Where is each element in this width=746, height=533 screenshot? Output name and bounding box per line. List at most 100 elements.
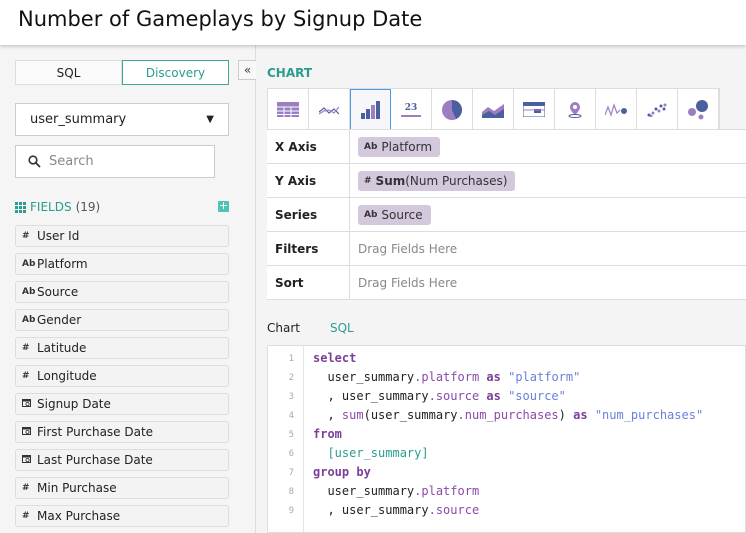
- field-label: Source: [37, 285, 79, 299]
- field-label: User Id: [37, 229, 80, 243]
- field-label: Latitude: [37, 341, 87, 355]
- x-axis-drop[interactable]: Ab Platform: [350, 130, 746, 163]
- calendar-icon: [22, 398, 32, 410]
- bubble-icon: [688, 99, 708, 119]
- field-item[interactable]: # Longitude: [15, 365, 229, 387]
- code-token: "source": [508, 389, 566, 403]
- code-token: [user_summary]: [313, 446, 429, 460]
- series-pill[interactable]: Ab Source: [358, 204, 431, 225]
- number-icon: 23: [404, 102, 418, 113]
- text-type-icon: Ab: [364, 209, 378, 220]
- main-panel: CHART 23 X Axis Ab Platform Y Axis # Sum(Num…: [256, 45, 746, 533]
- code-token: as: [479, 370, 509, 384]
- code-line: [user_summary]: [313, 446, 429, 460]
- sort-drop[interactable]: Drag Fields Here: [358, 275, 458, 290]
- chart-type-bubble[interactable]: [678, 89, 719, 130]
- code-token: sum: [341, 408, 364, 422]
- chart-type-area[interactable]: [473, 89, 514, 130]
- x-axis-pill[interactable]: Ab Platform: [358, 136, 441, 157]
- series-field: Source: [381, 207, 423, 222]
- code-token: ,: [313, 408, 342, 422]
- number-type-icon: #: [22, 343, 30, 353]
- series-label: Series: [267, 198, 350, 231]
- y-axis-drop[interactable]: # Sum(Num Purchases): [350, 164, 746, 197]
- series-drop[interactable]: Ab Source: [350, 198, 746, 231]
- tab-sql-view[interactable]: SQL: [329, 321, 354, 335]
- series-row: Series Ab Source: [267, 198, 746, 232]
- field-label: Longitude: [37, 369, 97, 383]
- grid-icon: [15, 201, 26, 213]
- chart-type-pivot[interactable]: [514, 89, 555, 130]
- line-number: 4: [288, 411, 294, 421]
- text-type-icon: Ab: [22, 287, 36, 297]
- field-item[interactable]: Last Purchase Date: [15, 449, 229, 471]
- calendar-icon: [22, 454, 32, 466]
- sort-row: Sort Drag Fields Here: [267, 266, 746, 300]
- field-label: First Purchase Date: [37, 425, 154, 439]
- number-type-icon: #: [22, 483, 30, 493]
- chart-type-map[interactable]: [555, 89, 596, 130]
- code-token: (user_summary: [363, 408, 458, 422]
- code-token: as: [565, 408, 595, 422]
- code-line: , sum(user_summary.num_purchases) as "nu…: [313, 408, 703, 422]
- text-type-icon: Ab: [22, 259, 36, 269]
- code-token: "platform": [508, 370, 581, 384]
- table-select[interactable]: user_summary ▼: [15, 103, 229, 136]
- code-token: .source: [428, 389, 480, 403]
- filters-row: Filters Drag Fields Here: [267, 232, 746, 266]
- text-type-icon: Ab: [364, 141, 378, 152]
- field-item[interactable]: First Purchase Date: [15, 421, 229, 443]
- text-type-icon: Ab: [22, 315, 36, 325]
- field-label: Max Purchase: [37, 509, 121, 523]
- code-token: "num_purchases": [594, 408, 704, 422]
- field-item[interactable]: # Latitude: [15, 337, 229, 359]
- chart-type-table[interactable]: [268, 89, 309, 130]
- y-axis-pill[interactable]: # Sum(Num Purchases): [358, 170, 516, 191]
- code-token: , user_summary: [313, 503, 429, 517]
- code-line: user_summary.platform as "platform": [313, 370, 580, 384]
- chart-type-pie[interactable]: [432, 89, 473, 130]
- bar-icon: [360, 100, 380, 119]
- code-line: from: [313, 427, 342, 441]
- x-axis-field: Platform: [381, 139, 433, 154]
- chart-type-scatter[interactable]: [637, 89, 678, 130]
- search-input[interactable]: Search: [15, 145, 215, 178]
- field-item[interactable]: # Max Purchase: [15, 505, 229, 527]
- number-type-icon: #: [364, 175, 372, 186]
- collapse-sidebar-button[interactable]: «: [238, 60, 256, 80]
- chart-type-bar[interactable]: [350, 89, 391, 130]
- line-icon: [319, 106, 339, 115]
- table-icon: [277, 102, 299, 117]
- filters-drop[interactable]: Drag Fields Here: [358, 241, 458, 256]
- tab-discovery[interactable]: Discovery: [122, 60, 229, 85]
- code-token: group by: [313, 465, 371, 479]
- fields-label: FIELDS: [30, 200, 72, 214]
- field-label: Gender: [37, 313, 82, 327]
- tab-sql[interactable]: SQL: [15, 60, 122, 85]
- chart-section-label: CHART: [267, 66, 313, 80]
- code-token: ): [558, 408, 566, 422]
- chart-type-number[interactable]: 23: [391, 89, 432, 130]
- field-item[interactable]: Signup Date: [15, 393, 229, 415]
- chart-type-line[interactable]: [309, 89, 350, 130]
- code-token: user_summary: [313, 370, 415, 384]
- field-item[interactable]: # User Id: [15, 225, 229, 247]
- pie-icon: [442, 99, 462, 120]
- code-line: user_summary.platform: [313, 484, 479, 498]
- chart-type-sparkline[interactable]: [596, 89, 637, 130]
- page-title: Number of Gameplays by Signup Date: [18, 7, 423, 31]
- line-number: 6: [288, 449, 294, 459]
- line-number: 7: [288, 468, 294, 478]
- field-item[interactable]: Ab Source: [15, 281, 229, 303]
- calendar-icon: [22, 426, 32, 438]
- filters-label: Filters: [267, 232, 350, 265]
- x-axis-row: X Axis Ab Platform: [267, 130, 746, 164]
- field-label: Signup Date: [37, 397, 111, 411]
- field-item[interactable]: Ab Gender: [15, 309, 229, 331]
- sql-editor[interactable]: 1 select 2 user_summary.platform as "platf…: [267, 345, 746, 533]
- add-field-button[interactable]: +: [218, 199, 229, 212]
- field-item[interactable]: # Min Purchase: [15, 477, 229, 499]
- line-number: 5: [288, 430, 294, 440]
- field-item[interactable]: Ab Platform: [15, 253, 229, 275]
- tab-chart[interactable]: Chart: [267, 321, 300, 335]
